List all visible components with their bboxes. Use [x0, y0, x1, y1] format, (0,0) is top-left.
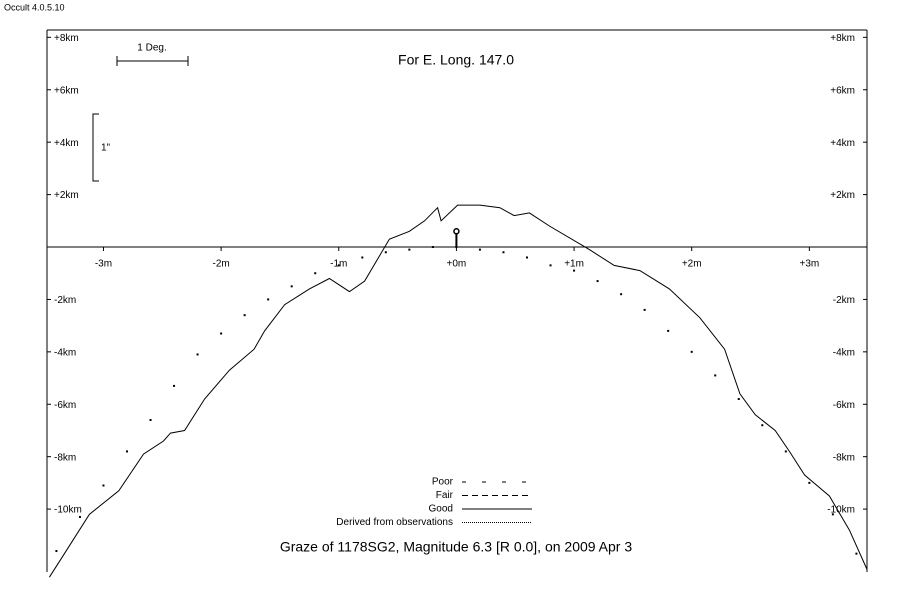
limb-dot — [831, 513, 834, 516]
limb-dot — [784, 450, 787, 453]
scale-degree-label: 1 Deg. — [137, 43, 166, 54]
limb-dot — [149, 418, 152, 421]
y-tick-label-right: +6km — [830, 85, 855, 96]
limb-dot — [220, 332, 223, 335]
y-tick-label: -4km — [54, 347, 76, 358]
y-tick-label-right: -2km — [833, 295, 855, 306]
window-title: Occult 4.0.5.10 — [4, 2, 65, 12]
limb-dot — [761, 424, 764, 427]
limb-dot — [314, 272, 317, 275]
y-tick-label: -8km — [54, 452, 76, 463]
y-tick-label-right: +4km — [830, 138, 855, 149]
x-tick-label: +2m — [682, 259, 702, 270]
limb-dot — [55, 550, 58, 553]
y-tick-label-right: -4km — [833, 347, 855, 358]
limb-dot — [290, 285, 293, 288]
limb-dot — [855, 552, 858, 555]
x-tick-label: -2m — [213, 259, 230, 270]
y-tick-label: +4km — [54, 138, 79, 149]
limb-dot — [102, 484, 105, 487]
subtitle: For E. Long. 147.0 — [398, 52, 514, 68]
limb-dot — [643, 308, 646, 311]
scale-degree: 1 Deg. — [116, 43, 189, 66]
scale-arcsec-label: 1" — [101, 143, 111, 154]
y-tick-label: -6km — [54, 400, 76, 411]
limb-dot — [173, 384, 176, 387]
y-tick-label: -10km — [54, 505, 82, 516]
x-tick-label: -3m — [95, 259, 112, 270]
limb-dot — [573, 269, 576, 272]
star-marker — [453, 228, 460, 235]
limb-dot — [549, 264, 552, 267]
y-tick-label-right: -6km — [833, 400, 855, 411]
y-tick-label-right: +8km — [830, 33, 855, 44]
x-tick-label: +3m — [799, 259, 819, 270]
profile-line — [48, 204, 867, 578]
limb-dot — [596, 280, 599, 283]
limb-dot — [126, 450, 128, 453]
limb-dot — [620, 293, 623, 296]
limb-dot — [714, 374, 717, 377]
limb-dot — [243, 314, 246, 317]
y-tick-label: +6km — [54, 85, 79, 96]
limb-dot — [408, 248, 411, 251]
y-tick-label: +2km — [54, 190, 79, 201]
limb-dot — [667, 329, 670, 332]
limb-dot — [337, 264, 340, 267]
limb-dot — [78, 515, 81, 518]
x-tick-label: +0m — [447, 259, 467, 270]
legend-label: Poor — [432, 477, 454, 488]
limb-dot — [267, 298, 270, 301]
limb-dot — [502, 251, 505, 254]
limb-dot — [690, 350, 693, 353]
y-tick-label-right: -10km — [827, 505, 855, 516]
y-tick-label: +8km — [54, 33, 79, 44]
chart-title: Graze of 1178SG2, Magnitude 6.3 [R 0.0],… — [280, 539, 633, 555]
legend-label: Derived from observations — [336, 517, 453, 528]
legend-label: Good — [429, 504, 453, 515]
y-tick-label-right: +2km — [830, 190, 855, 201]
x-tick-label: -1m — [330, 259, 347, 270]
y-tick-label-right: -8km — [833, 452, 855, 463]
x-tick-label: +1m — [564, 259, 584, 270]
limb-dot — [196, 353, 199, 356]
limb-dot — [384, 251, 387, 254]
scale-arcsec: 1" — [92, 113, 111, 182]
limb-dot — [431, 246, 434, 249]
limb-dot — [478, 248, 481, 251]
limb-dot — [737, 398, 740, 401]
limb-dot — [361, 256, 364, 259]
limb-dot — [526, 256, 528, 259]
y-tick-label: -2km — [54, 295, 76, 306]
limb-dot — [808, 481, 811, 484]
legend-label: Fair — [436, 490, 454, 501]
